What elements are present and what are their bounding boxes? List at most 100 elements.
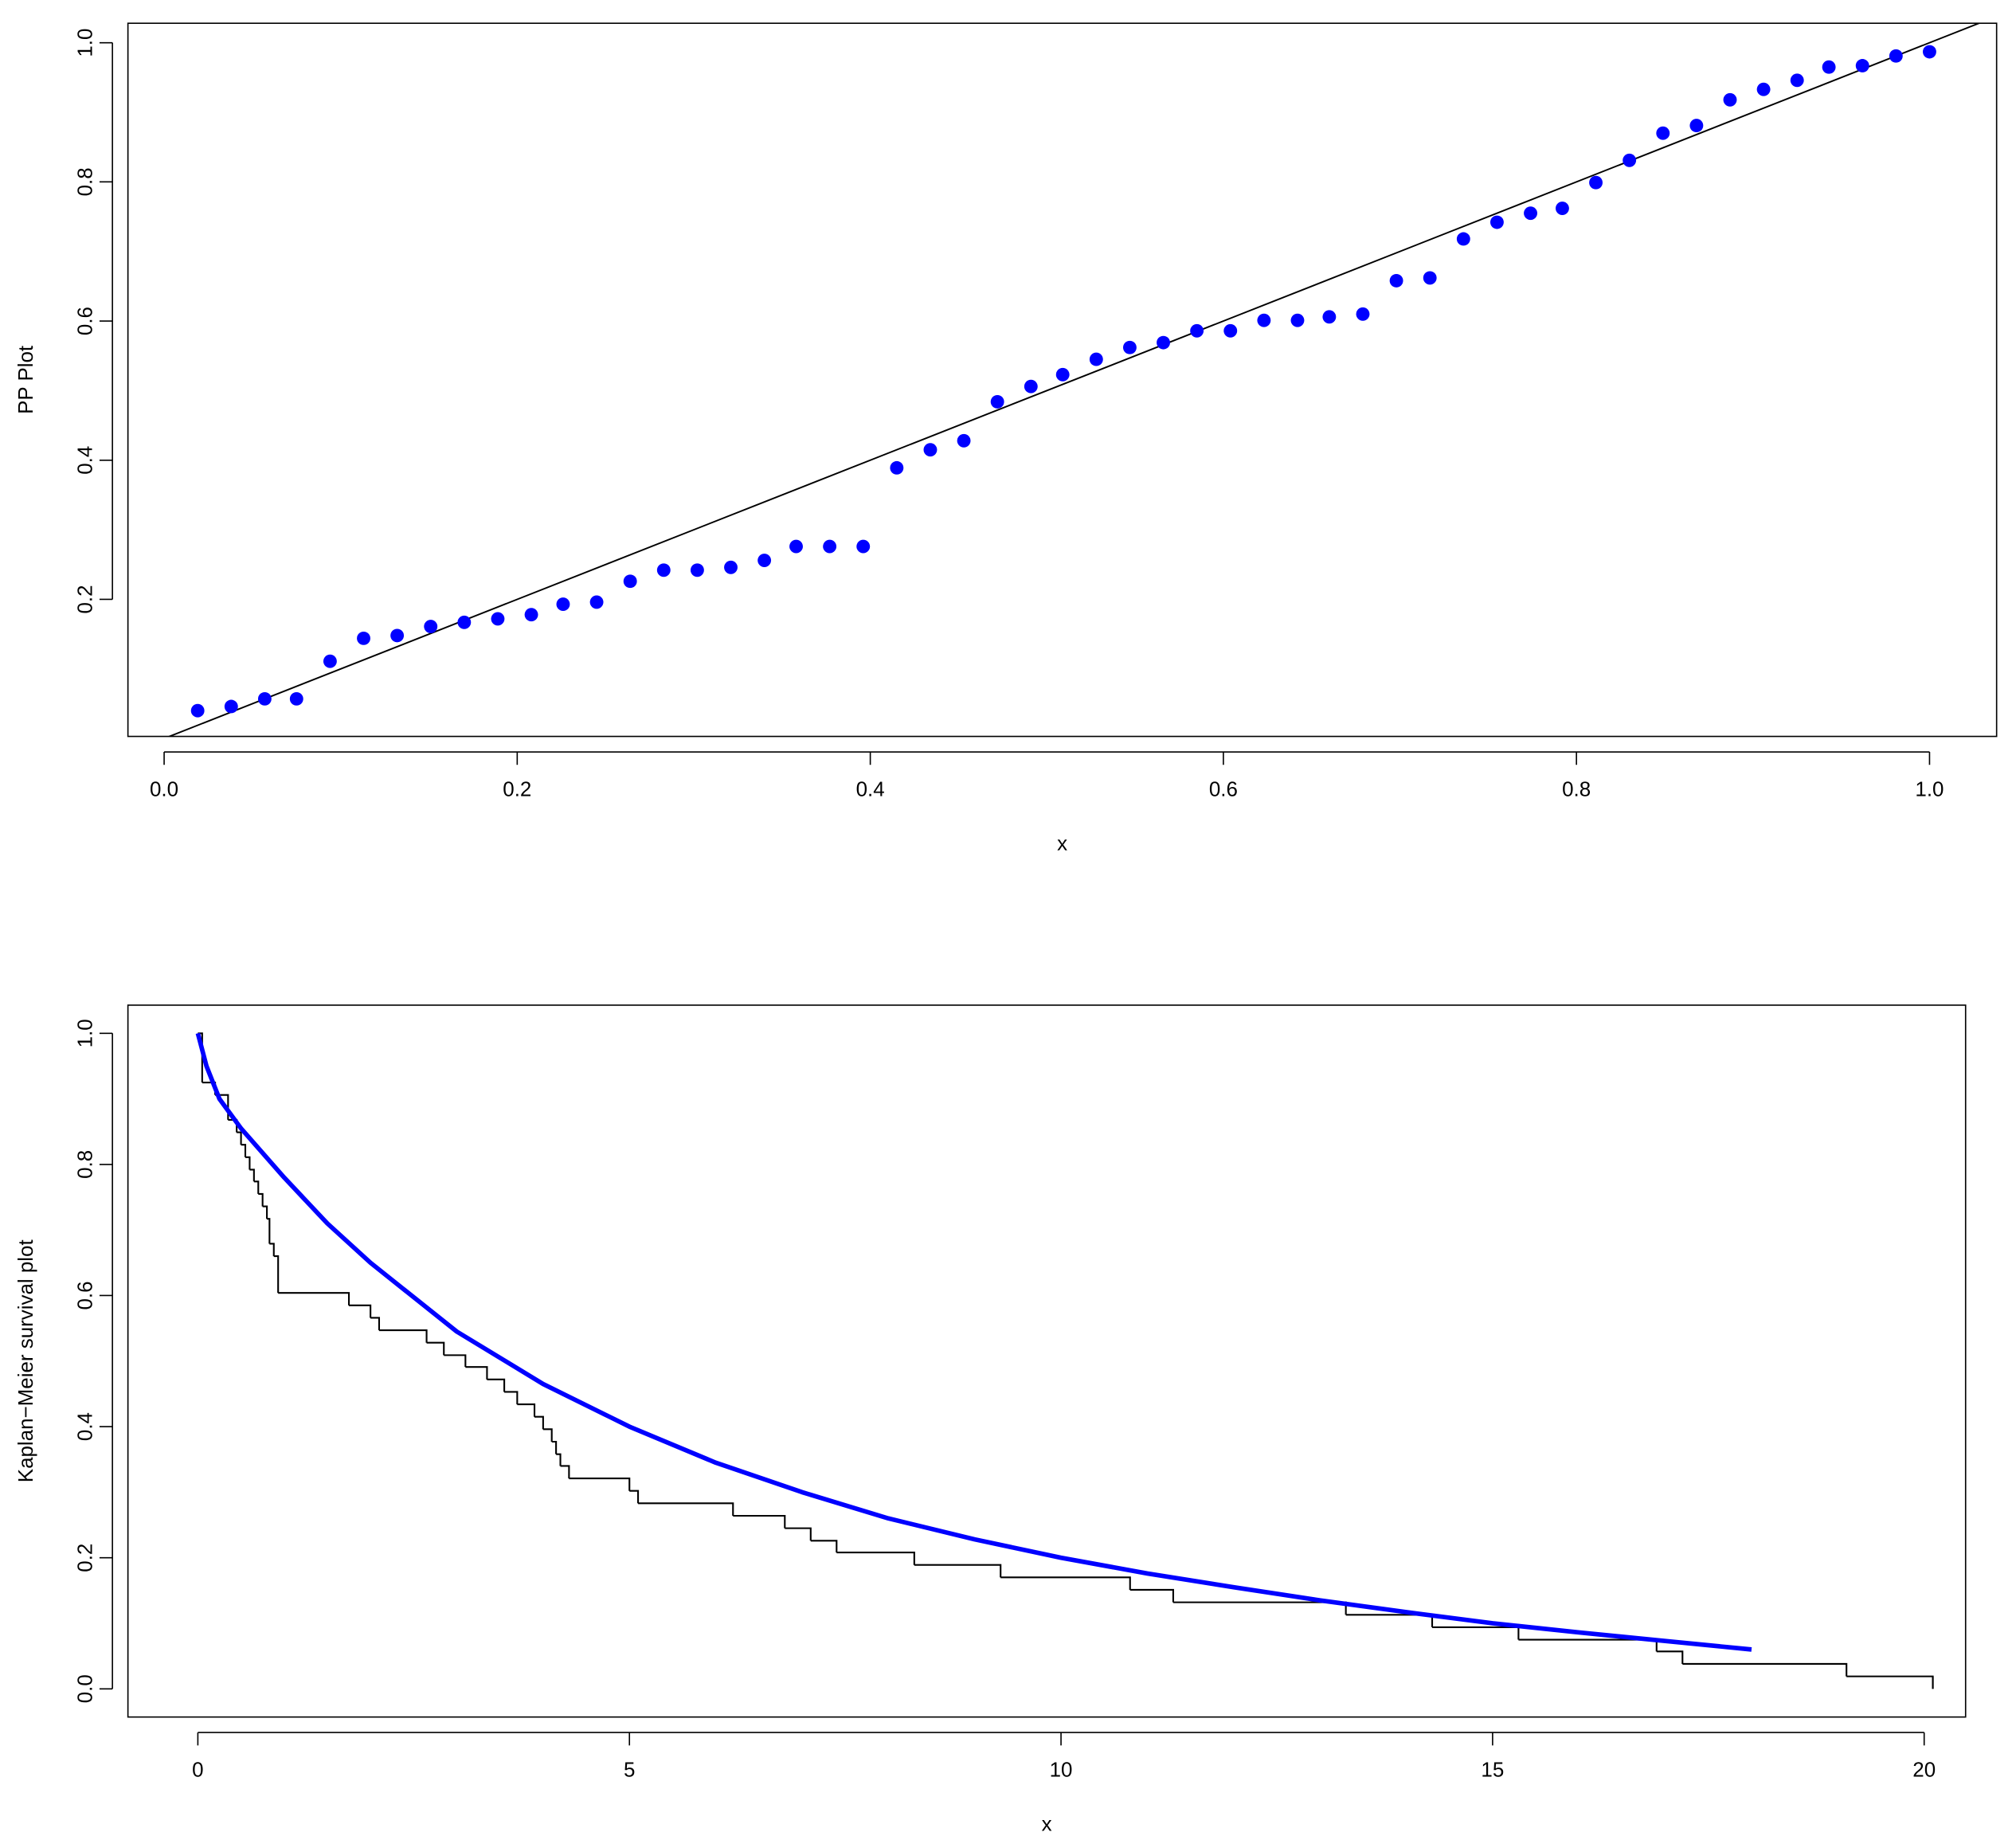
point bbox=[1723, 92, 1737, 107]
point bbox=[556, 597, 570, 612]
point bbox=[1790, 73, 1804, 88]
point bbox=[757, 554, 772, 567]
y-tick-label: 0.0 bbox=[75, 1674, 97, 1703]
x-tick-label: 0.2 bbox=[503, 779, 531, 801]
step-segment bbox=[1682, 1662, 1848, 1677]
step-segment bbox=[1432, 1626, 1520, 1640]
step-segment bbox=[1345, 1614, 1434, 1627]
step-segment bbox=[349, 1304, 372, 1318]
point bbox=[1322, 310, 1337, 324]
step-segment bbox=[370, 1317, 381, 1331]
point bbox=[1122, 340, 1137, 354]
step-segment bbox=[269, 1243, 275, 1257]
x-tick-label: 0.0 bbox=[150, 779, 178, 801]
x-tick-label: 0 bbox=[192, 1760, 203, 1782]
step-segment bbox=[836, 1552, 915, 1565]
step-segment bbox=[629, 1489, 640, 1504]
step-segment bbox=[249, 1168, 255, 1182]
step-segment bbox=[273, 1255, 280, 1294]
step-segment bbox=[465, 1366, 488, 1380]
step-segment bbox=[504, 1391, 519, 1405]
y-tick-label: 0.4 bbox=[75, 1412, 97, 1441]
y-tick-label: 0.6 bbox=[75, 307, 97, 335]
point bbox=[690, 563, 704, 577]
point bbox=[1190, 323, 1204, 338]
point bbox=[1157, 335, 1170, 350]
point bbox=[589, 595, 604, 609]
y-tick-label: 1.0 bbox=[75, 29, 97, 57]
point bbox=[957, 433, 971, 448]
point bbox=[257, 691, 272, 706]
step-segment bbox=[245, 1156, 251, 1170]
point bbox=[1889, 49, 1903, 63]
point bbox=[623, 574, 637, 589]
step-segment bbox=[560, 1465, 570, 1479]
step-segment bbox=[556, 1453, 562, 1466]
point bbox=[1223, 323, 1238, 338]
x-tick-label: 15 bbox=[1481, 1760, 1504, 1782]
point bbox=[890, 460, 904, 475]
point bbox=[1456, 232, 1470, 246]
point bbox=[491, 612, 505, 626]
step-segment bbox=[258, 1192, 264, 1207]
point bbox=[1589, 175, 1603, 190]
point bbox=[1423, 271, 1437, 285]
point bbox=[424, 620, 438, 633]
y-axis-label: PP Plot bbox=[15, 345, 37, 414]
point bbox=[357, 631, 370, 645]
x-tick-label: 10 bbox=[1050, 1760, 1073, 1782]
point bbox=[323, 654, 337, 668]
y-tick-label: 0.8 bbox=[75, 1150, 97, 1179]
point bbox=[1855, 59, 1869, 72]
x-axis-label: x bbox=[1057, 833, 1067, 855]
plot-frame bbox=[127, 22, 1998, 738]
point bbox=[856, 539, 871, 554]
y-tick-label: 0.2 bbox=[75, 1544, 97, 1572]
point bbox=[990, 394, 1004, 409]
point bbox=[1356, 307, 1370, 321]
point bbox=[1389, 273, 1403, 288]
step-segment bbox=[253, 1180, 260, 1194]
point bbox=[1489, 215, 1504, 229]
step-segment bbox=[517, 1403, 536, 1417]
point bbox=[1656, 126, 1670, 140]
plot-frame bbox=[127, 1004, 1967, 1718]
x-tick-label: 0.4 bbox=[856, 779, 885, 801]
point bbox=[789, 539, 803, 554]
y-tick-label: 0.4 bbox=[75, 446, 97, 475]
point bbox=[923, 443, 938, 457]
step-segment bbox=[378, 1329, 428, 1343]
point bbox=[1923, 45, 1936, 59]
step-segment bbox=[278, 1292, 350, 1305]
point bbox=[724, 560, 738, 574]
step-segment bbox=[444, 1354, 467, 1368]
step-segment bbox=[1129, 1588, 1174, 1603]
step-segment bbox=[237, 1131, 242, 1145]
point bbox=[1257, 313, 1271, 327]
point bbox=[524, 608, 538, 622]
step-segment bbox=[1518, 1638, 1658, 1652]
y-tick-label: 0.6 bbox=[75, 1281, 97, 1309]
point bbox=[1290, 313, 1305, 327]
y-axis-label: Kaplan−Meier survival plot bbox=[15, 1239, 37, 1483]
step-segment bbox=[487, 1378, 506, 1392]
step-segment bbox=[733, 1514, 786, 1529]
step-segment bbox=[542, 1428, 553, 1443]
point bbox=[1055, 367, 1070, 382]
step-segment bbox=[262, 1205, 268, 1219]
x-tick-label: 0.6 bbox=[1209, 779, 1238, 801]
x-tick-label: 0.8 bbox=[1562, 779, 1591, 801]
step-segment bbox=[267, 1218, 271, 1244]
x-tick-label: 20 bbox=[1912, 1760, 1936, 1782]
step-segment bbox=[1846, 1675, 1934, 1689]
point bbox=[823, 539, 837, 554]
step-segment bbox=[914, 1564, 1002, 1578]
step-segment bbox=[241, 1144, 247, 1157]
step-segment bbox=[569, 1478, 631, 1491]
y-tick-label: 0.2 bbox=[75, 585, 97, 613]
fitted-curve bbox=[195, 1032, 1752, 1652]
y-tick-label: 0.8 bbox=[75, 167, 97, 196]
point bbox=[1524, 206, 1537, 221]
